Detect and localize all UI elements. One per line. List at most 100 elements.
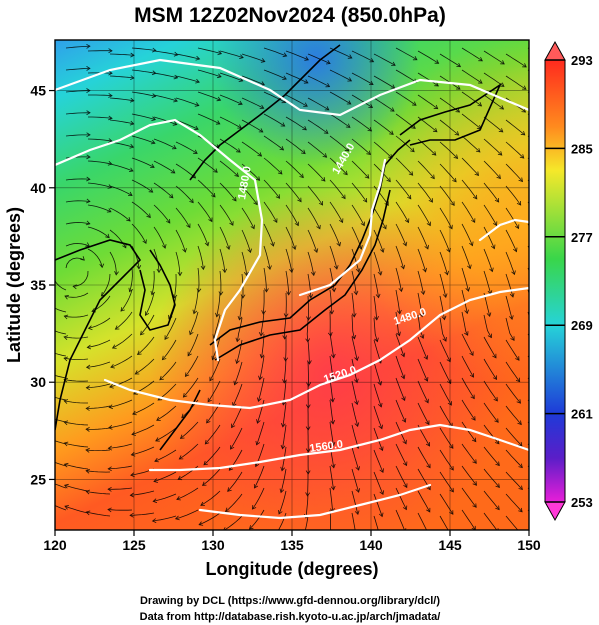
streamline xyxy=(351,248,360,273)
streamline-arrowhead xyxy=(85,468,90,474)
streamline xyxy=(329,443,335,468)
streamline-arrowhead xyxy=(86,66,91,71)
x-tick-label: 140 xyxy=(359,537,383,553)
streamline-arrowhead xyxy=(85,364,91,370)
streamline xyxy=(263,245,271,270)
streamline xyxy=(262,289,265,315)
streamline-arrowhead xyxy=(294,221,299,227)
streamline xyxy=(527,201,529,205)
streamline-arrowhead xyxy=(442,293,448,299)
streamline-arrowhead xyxy=(509,315,514,320)
streamline xyxy=(461,113,482,130)
streamline-arrowhead xyxy=(379,490,384,496)
streamline-arrowhead xyxy=(497,151,503,156)
streamline-arrowhead xyxy=(230,445,235,450)
streamline xyxy=(351,182,368,203)
streamline xyxy=(527,157,529,160)
streamline xyxy=(137,336,155,355)
streamline xyxy=(461,201,476,223)
streamline xyxy=(153,94,178,102)
streamline xyxy=(129,267,133,292)
streamline-arrowhead xyxy=(50,272,54,276)
streamline-arrowhead xyxy=(108,48,113,54)
streamline xyxy=(483,50,505,65)
streamline xyxy=(527,421,529,424)
streamline xyxy=(373,273,379,298)
streamline xyxy=(307,75,330,87)
streamline xyxy=(173,273,177,298)
streamline xyxy=(164,317,177,340)
streamline xyxy=(209,358,221,381)
streamline-arrowhead xyxy=(45,301,49,305)
streamline-arrowhead xyxy=(159,375,164,381)
streamline xyxy=(351,50,374,63)
streamline xyxy=(241,229,251,253)
streamline xyxy=(263,267,267,292)
streamline xyxy=(483,248,493,272)
streamline xyxy=(219,138,241,153)
streamline xyxy=(527,355,529,359)
streamline xyxy=(175,207,191,228)
streamline xyxy=(307,472,309,497)
streamline-arrowhead xyxy=(276,531,280,535)
streamline-arrowhead xyxy=(498,128,504,133)
streamline xyxy=(109,75,134,79)
streamline xyxy=(65,222,90,225)
streamline xyxy=(306,317,309,342)
streamline-arrowhead xyxy=(232,196,237,202)
streamline xyxy=(55,462,67,467)
streamline xyxy=(351,358,358,383)
credit-drawing: Drawing by DCL (https://www.gfd-dennou.o… xyxy=(140,595,440,607)
streamline xyxy=(64,505,89,514)
streamline xyxy=(373,185,389,206)
streamline xyxy=(216,292,221,317)
streamline xyxy=(154,449,177,462)
streamline xyxy=(131,135,156,144)
streamline xyxy=(527,465,529,468)
contour-1520 xyxy=(103,286,529,410)
streamline xyxy=(55,396,67,401)
streamline xyxy=(505,471,523,490)
streamline-arrowhead xyxy=(211,192,216,198)
streamline xyxy=(395,245,405,269)
streamline xyxy=(153,50,178,56)
streamline-arrowhead xyxy=(156,268,162,274)
streamline xyxy=(483,138,503,156)
streamline xyxy=(527,333,529,337)
streamline-arrowhead xyxy=(255,176,261,181)
contour-1480 xyxy=(55,118,264,362)
streamline-arrowhead xyxy=(146,213,151,219)
streamline-arrowhead xyxy=(184,372,190,378)
streamline-arrowhead xyxy=(85,489,91,495)
streamline xyxy=(483,182,500,203)
streamline xyxy=(207,380,221,403)
streamline xyxy=(373,317,378,342)
streamline xyxy=(395,201,409,223)
map-plot-area: 1480.0 1520.0 1560.0 1480.0 1440.0 xyxy=(43,40,540,535)
streamline xyxy=(395,47,418,61)
streamline-arrowhead xyxy=(44,326,48,330)
streamline-arrowhead xyxy=(469,373,474,378)
streamline xyxy=(87,204,112,213)
streamline xyxy=(236,317,243,342)
streamline-arrowhead xyxy=(43,436,47,440)
streamline-arrowhead xyxy=(419,334,425,339)
streamline xyxy=(505,251,515,275)
streamline-arrowhead xyxy=(389,130,394,135)
streamline-arrowhead xyxy=(235,337,241,343)
streamline xyxy=(263,113,285,127)
streamline-arrowhead xyxy=(536,241,540,245)
streamline xyxy=(159,361,177,381)
streamline xyxy=(183,377,199,398)
streamline-arrowhead xyxy=(215,120,221,125)
streamline-arrowhead xyxy=(282,335,288,340)
streamline xyxy=(87,160,112,165)
streamline xyxy=(219,94,243,105)
streamline-arrowhead xyxy=(107,445,113,451)
streamline-arrowhead xyxy=(449,487,454,493)
streamline-arrowhead xyxy=(64,295,69,300)
streamline xyxy=(351,468,360,493)
streamline-arrowhead xyxy=(322,153,328,158)
streamline-arrowhead xyxy=(206,418,211,424)
streamline-arrowhead xyxy=(375,293,381,299)
